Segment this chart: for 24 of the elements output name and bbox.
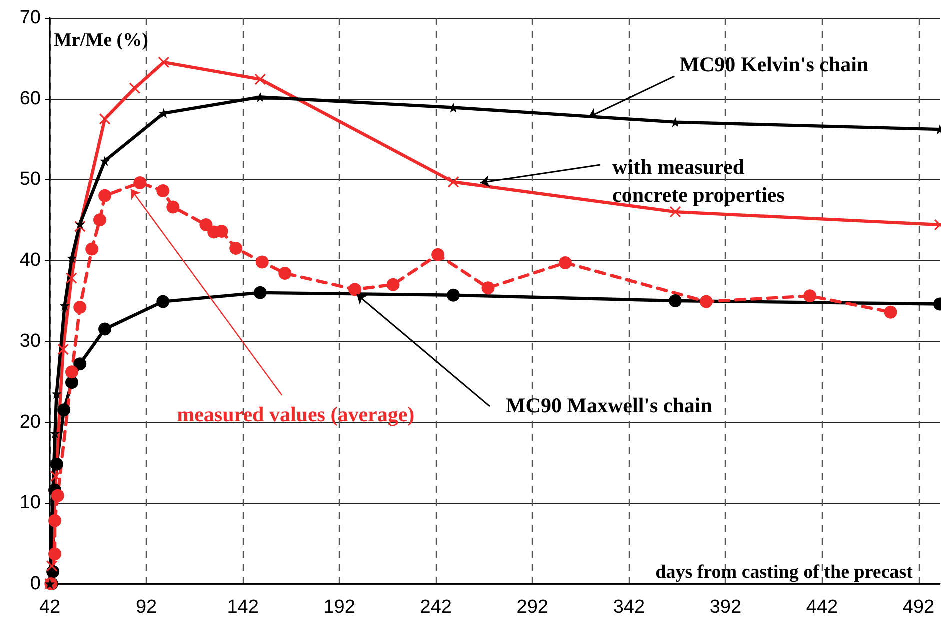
annotation: MC90 Maxwell's chain bbox=[506, 394, 713, 418]
x-tick-label: 142 bbox=[227, 597, 259, 618]
x-axis-title: days from casting of the precast bbox=[656, 562, 914, 583]
annotation: with measured concrete properties bbox=[612, 154, 785, 207]
x-tick-label: 492 bbox=[902, 597, 935, 618]
y-tick-label: 40 bbox=[20, 250, 41, 272]
y-tick-label: 0 bbox=[30, 574, 41, 594]
x-tick-label: 242 bbox=[420, 597, 452, 618]
y-tick-label: 10 bbox=[20, 492, 41, 514]
x-tick-label: 342 bbox=[613, 597, 646, 618]
y-tick-label: 60 bbox=[20, 88, 41, 110]
x-tick-label: 292 bbox=[516, 597, 548, 618]
y-tick-label: 70 bbox=[20, 8, 41, 28]
x-tick-label: 42 bbox=[39, 597, 61, 618]
y-tick-label: 50 bbox=[20, 169, 41, 190]
x-tick-label: 92 bbox=[136, 597, 158, 618]
y-tick-label: 20 bbox=[20, 412, 41, 433]
annotation: measured values (average) bbox=[177, 402, 415, 426]
y-tick-label: 30 bbox=[20, 330, 41, 352]
x-tick-label: 392 bbox=[710, 597, 742, 618]
x-tick-label: 442 bbox=[806, 597, 838, 618]
annotation: MC90 Kelvin's chain bbox=[680, 52, 869, 76]
y-axis-title: Mr/Me (%) bbox=[54, 30, 148, 51]
x-tick-label: 192 bbox=[324, 597, 356, 618]
